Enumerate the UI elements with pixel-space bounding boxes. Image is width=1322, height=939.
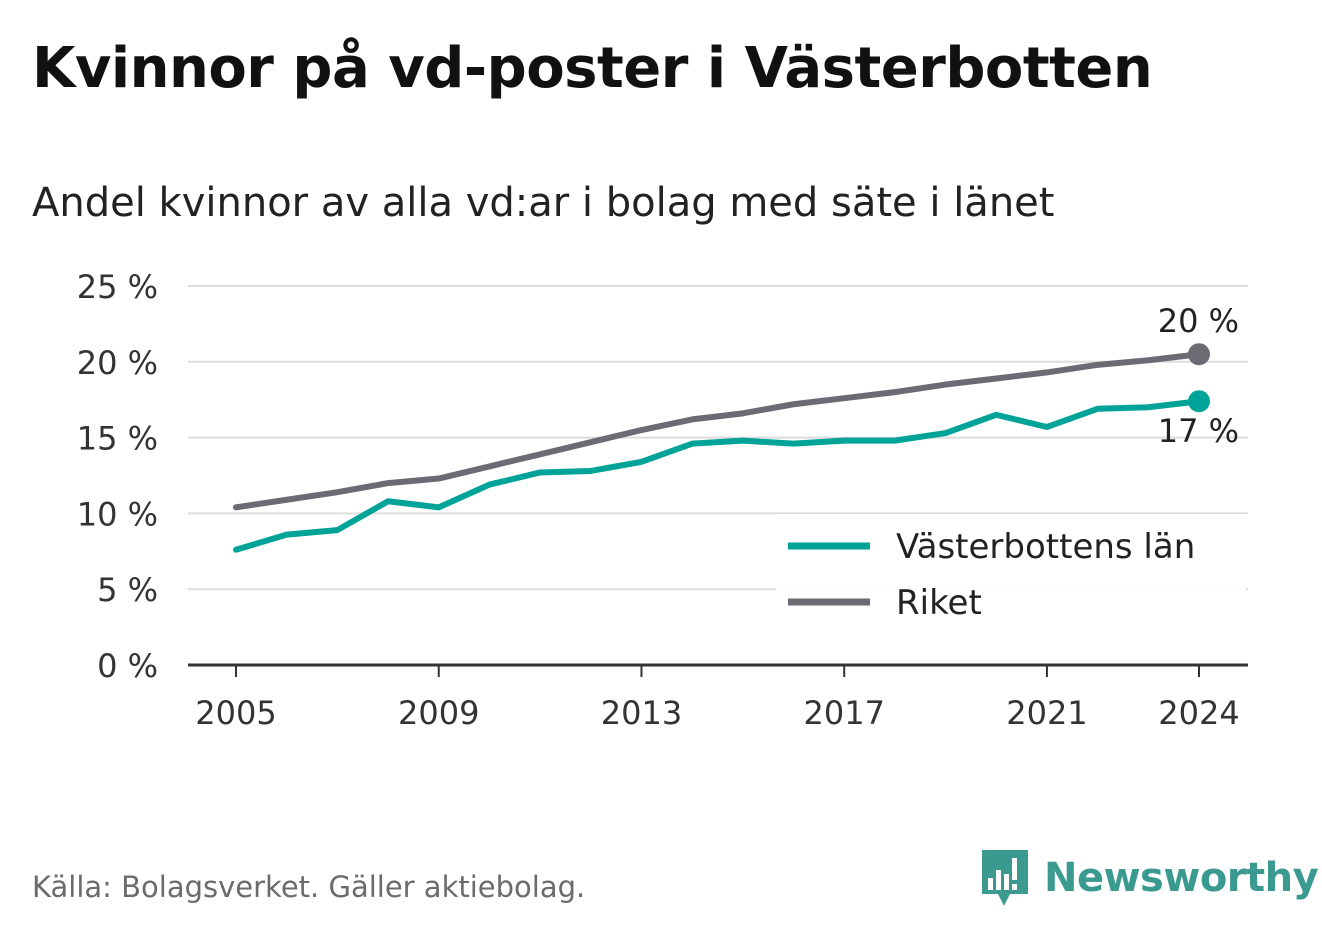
legend: Västerbottens län Riket [776, 514, 1246, 627]
x-tick-label: 2009 [398, 694, 479, 732]
x-tick-label: 2005 [195, 694, 276, 732]
legend-label-riket: Riket [896, 583, 982, 623]
x-tick-label: 2013 [601, 694, 682, 732]
series-line-riket [233, 351, 1202, 511]
y-tick-label: 10 % [77, 495, 158, 533]
series-line-vasterbotten [233, 398, 1202, 553]
y-tick-label: 0 % [97, 647, 158, 685]
x-tick-label: 2017 [803, 694, 884, 732]
endpoint-riket [1188, 343, 1210, 366]
legend-label-vasterbotten: Västerbottens län [896, 527, 1195, 567]
y-axis-ticks: 0 % 5 % 10 % 15 % 20 % 25 % [77, 268, 158, 685]
brand-logo: Newsworthy [980, 848, 1319, 908]
end-label-vasterbotten: 17 % [1158, 412, 1239, 450]
series-endpoints: 17 % 20 % [1158, 302, 1239, 450]
x-axis: 2005 2009 2013 2017 2021 2024 [188, 663, 1248, 732]
brand-name: Newsworthy [1044, 855, 1319, 901]
y-tick-label: 20 % [77, 344, 158, 382]
y-tick-label: 15 % [77, 420, 158, 458]
series-lines [233, 351, 1202, 553]
chart-title: Kvinnor på vd-poster i Västerbotten [32, 36, 1153, 101]
newsworthy-logo-icon [982, 850, 1028, 906]
legend-background [776, 514, 1246, 627]
source-note: Källa: Bolagsverket. Gäller aktiebolag. [32, 870, 586, 904]
x-tick-label: 2021 [1006, 694, 1087, 732]
y-tick-label: 25 % [77, 268, 158, 306]
chart-subtitle: Andel kvinnor av alla vd:ar i bolag med … [32, 180, 1055, 226]
endpoint-vasterbotten [1188, 390, 1210, 413]
y-tick-label: 5 % [97, 571, 158, 609]
end-label-riket: 20 % [1158, 302, 1239, 340]
gridlines [188, 285, 1248, 591]
line-chart: 0 %5 %10 %15 %20 %25 % 2005 2009 2013 2017 2… [77, 268, 1248, 732]
x-tick-label: 2024 [1158, 694, 1239, 732]
